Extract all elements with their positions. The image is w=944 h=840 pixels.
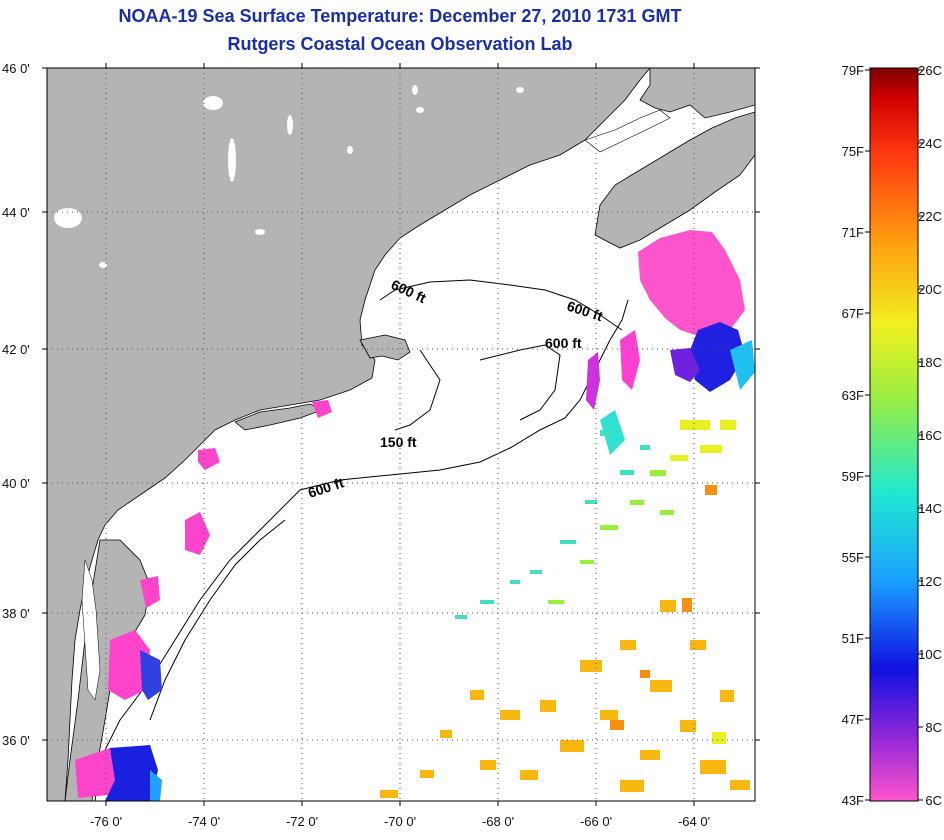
celsius-label: 16C	[918, 428, 942, 443]
lat-label: 40 0'	[2, 476, 30, 491]
fahrenheit-label: 79F	[842, 63, 864, 78]
celsius-label: 26C	[918, 63, 942, 78]
colorbar-fahrenheit-labels: 79F 75F 71F 67F 63F 59F 55F 51F 47F 43F	[842, 63, 864, 808]
graticule	[47, 68, 755, 801]
contour-label-600ft-3: 600 ft	[545, 335, 582, 351]
celsius-label: 24C	[918, 136, 942, 151]
fahrenheit-label: 55F	[842, 550, 864, 565]
lat-label: 44 0'	[2, 205, 30, 220]
lon-label: -64 0'	[678, 814, 710, 829]
fahrenheit-label: 51F	[842, 631, 864, 646]
latitude-labels: 46 0' 44 0' 42 0' 40 0' 38 0' 36 0'	[2, 61, 30, 748]
fahrenheit-label: 47F	[842, 712, 864, 727]
land-nova-scotia	[594, 111, 755, 249]
lon-label: -66 0'	[580, 814, 612, 829]
chesapeake-bay	[81, 559, 101, 701]
celsius-label: 20C	[918, 282, 942, 297]
land-canada-north	[639, 68, 755, 119]
map-frame	[46, 67, 756, 802]
fahrenheit-label: 67F	[842, 306, 864, 321]
lat-label: 46 0'	[2, 61, 30, 76]
celsius-label: 14C	[918, 501, 942, 516]
celsius-label: 6C	[925, 793, 942, 808]
lat-label: 38 0'	[2, 606, 30, 621]
fahrenheit-label: 63F	[842, 388, 864, 403]
lon-label: -72 0'	[286, 814, 318, 829]
celsius-label: 10C	[918, 647, 942, 662]
celsius-label: 8C	[925, 720, 942, 735]
celsius-label: 18C	[918, 355, 942, 370]
lon-label: -74 0'	[188, 814, 220, 829]
celsius-label: 22C	[918, 209, 942, 224]
lon-label: -68 0'	[482, 814, 514, 829]
lat-label: 42 0'	[2, 342, 30, 357]
land-delmarva	[64, 539, 151, 801]
lon-label: -76 0'	[90, 814, 122, 829]
colorbar-celsius-labels: 26C 24C 22C 20C 18C 16C 14C 12C 10C 8C 6…	[918, 63, 942, 808]
lon-label: -70 0'	[384, 814, 416, 829]
map-subtitle: Rutgers Coastal Ocean Observation Lab	[227, 34, 573, 54]
longitude-labels: -76 0' -74 0' -72 0' -70 0' -68 0' -66 0…	[90, 814, 710, 829]
contour-label-150ft: 150 ft	[380, 434, 417, 450]
fahrenheit-label: 43F	[842, 793, 864, 808]
fahrenheit-label: 71F	[842, 225, 864, 240]
colorbar: 79F 75F 71F 67F 63F 59F 55F 51F 47F 43F …	[842, 63, 942, 808]
map-area: 600 ft 600 ft 600 ft 150 ft 600 ft	[47, 68, 755, 801]
land-mainland	[47, 68, 651, 801]
land-cape-cod	[359, 334, 411, 361]
lat-label: 36 0'	[2, 733, 30, 748]
fahrenheit-label: 59F	[842, 469, 864, 484]
axis-ticks	[42, 63, 760, 806]
map-title: NOAA-19 Sea Surface Temperature: Decembe…	[118, 6, 682, 26]
inland-lakes	[54, 85, 524, 568]
bay-of-fundy	[584, 109, 671, 153]
fahrenheit-label: 75F	[842, 144, 864, 159]
colorbar-gradient	[869, 67, 919, 802]
celsius-label: 12C	[918, 574, 942, 589]
